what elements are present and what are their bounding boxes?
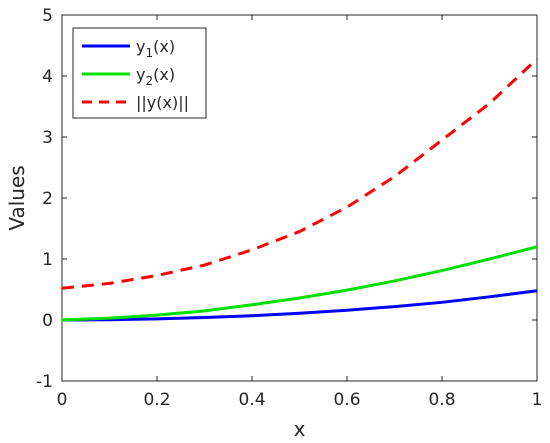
- legend-label-1: y1(x): [136, 37, 175, 60]
- x-tick-label: 0: [57, 390, 68, 410]
- y-axis-label: Values: [5, 165, 29, 230]
- x-tick-label: 0.6: [333, 390, 360, 410]
- legend-label-3: ||y(x)||: [136, 93, 189, 112]
- legend-label-2: y2(x): [136, 65, 175, 88]
- y-tick-label: 3: [42, 128, 53, 148]
- x-tick-label: 0.4: [238, 390, 265, 410]
- series-line-1: [61, 289, 538, 322]
- y-tick-label: 1: [42, 250, 53, 270]
- legend-box: [72, 27, 207, 119]
- y-tick-label: -1: [36, 372, 53, 392]
- series-line-2: [61, 245, 538, 322]
- legend: y1(x) y2(x) ||y(x)||: [72, 27, 207, 119]
- series-line-3: [61, 57, 539, 290]
- x-tick-label: 0.8: [428, 390, 455, 410]
- y-tick-label: 0: [42, 311, 53, 331]
- x-axis-label: x: [294, 417, 306, 441]
- x-tick-label: 1: [532, 390, 543, 410]
- x-tick-label: 0.2: [143, 390, 170, 410]
- y-tick-label: 2: [42, 189, 53, 209]
- y-tick-label: 4: [42, 67, 53, 87]
- series-layer: [61, 57, 539, 322]
- y-tick-label: 5: [42, 6, 53, 26]
